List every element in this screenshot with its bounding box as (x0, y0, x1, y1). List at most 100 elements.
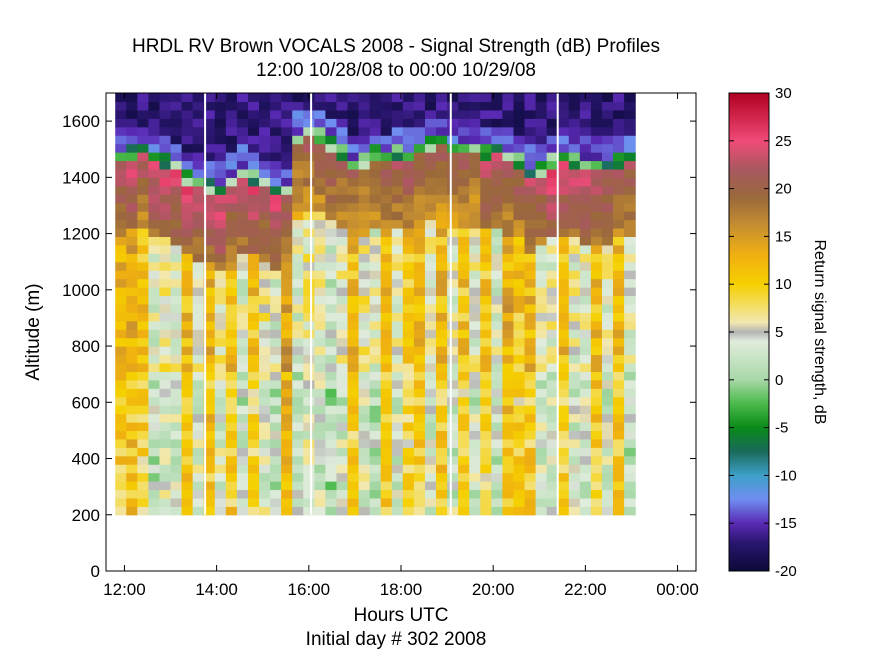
heatmap-cell (436, 118, 448, 128)
heatmap-cell (613, 143, 625, 153)
heatmap-cell (347, 379, 360, 389)
heatmap-cell (126, 303, 138, 313)
heatmap-cell (524, 270, 537, 280)
heatmap-cell (568, 244, 581, 254)
heatmap-cell (391, 101, 404, 111)
heatmap-cell (281, 177, 293, 187)
heatmap-cell (314, 346, 326, 356)
heatmap-cell (568, 118, 581, 128)
heatmap-cell (247, 337, 260, 347)
heatmap-cell (458, 303, 470, 313)
heatmap-cell (159, 185, 172, 195)
heatmap-cell (391, 354, 404, 364)
heatmap-cell (458, 421, 470, 432)
heatmap-cell (148, 295, 161, 305)
heatmap-cell (358, 371, 371, 381)
heatmap-cell (214, 109, 227, 119)
heatmap-cell (192, 278, 205, 288)
heatmap-cell (281, 472, 293, 482)
heatmap-cell (513, 464, 526, 474)
heatmap-cell (535, 295, 548, 305)
heatmap-cell (181, 354, 194, 364)
heatmap-cell (115, 312, 127, 322)
heatmap-cell (624, 101, 636, 111)
heatmap-cell (126, 506, 138, 516)
heatmap-cell (469, 312, 481, 322)
heatmap-cell (469, 109, 481, 119)
x-tick-label: 22:00 (564, 580, 607, 599)
heatmap-cell (214, 346, 227, 356)
heatmap-cell (535, 236, 548, 246)
heatmap-cell (502, 253, 515, 263)
heatmap-cell (270, 388, 282, 398)
heatmap-cell (447, 362, 459, 372)
heatmap-cell (347, 202, 360, 212)
heatmap-cell (270, 354, 282, 364)
heatmap-cell (413, 270, 426, 280)
heatmap-cell (247, 396, 260, 406)
heatmap-cell (590, 413, 603, 423)
heatmap-cell (325, 126, 338, 136)
heatmap-cell (115, 455, 127, 465)
heatmap-cell (469, 236, 481, 246)
heatmap-cell (447, 320, 459, 330)
heatmap-cell (270, 371, 282, 381)
heatmap-cell (613, 303, 625, 313)
heatmap-cell (590, 185, 603, 195)
heatmap-cell (546, 371, 559, 381)
heatmap-cell (613, 185, 625, 195)
heatmap-cell (402, 236, 415, 246)
heatmap-cell (480, 278, 492, 288)
heatmap-cell (413, 295, 426, 305)
heatmap-cell (579, 337, 592, 347)
heatmap-cell (292, 388, 304, 398)
heatmap-cell (225, 312, 238, 322)
heatmap-cell (159, 438, 172, 448)
heatmap-cell (358, 337, 371, 347)
heatmap-cell (624, 388, 636, 398)
heatmap-cell (458, 346, 470, 356)
heatmap-cell (358, 346, 371, 356)
heatmap-cell (469, 497, 481, 507)
heatmap-cell (469, 455, 481, 465)
heatmap-cell (115, 489, 127, 499)
heatmap-cell (303, 185, 315, 195)
heatmap-cell (613, 168, 625, 178)
heatmap-cell (137, 101, 149, 111)
heatmap-cell (380, 506, 393, 516)
heatmap-cell (336, 253, 349, 263)
heatmap-cell (115, 109, 127, 119)
heatmap-cell (568, 489, 581, 499)
heatmap-cell (148, 506, 161, 516)
heatmap-cell (369, 388, 382, 398)
heatmap-cell (336, 118, 349, 128)
heatmap-cell (259, 270, 271, 280)
heatmap-cell (170, 202, 183, 212)
heatmap-cell (159, 405, 172, 415)
heatmap-cell (325, 118, 338, 128)
heatmap-cell (170, 185, 183, 195)
heatmap-cell (568, 371, 581, 381)
heatmap-cell (391, 472, 404, 482)
heatmap-cell (402, 118, 415, 128)
heatmap-cell (336, 337, 349, 347)
heatmap-cell (624, 346, 636, 356)
heatmap-cell (601, 101, 614, 111)
heatmap-cell (436, 126, 448, 136)
heatmap-cell (402, 489, 415, 499)
heatmap-cell (568, 177, 581, 187)
heatmap-cell (170, 362, 183, 372)
heatmap-cell (424, 396, 437, 406)
heatmap-cell (126, 143, 138, 153)
heatmap-cell (590, 236, 603, 246)
heatmap-cell (391, 379, 404, 389)
heatmap-cell (579, 126, 592, 136)
heatmap-cell (579, 202, 592, 212)
heatmap-cell (170, 455, 183, 465)
heatmap-cell (325, 396, 338, 406)
heatmap-cell (259, 295, 271, 305)
heatmap-cell (236, 455, 249, 465)
heatmap-cell (491, 219, 503, 229)
heatmap-cell (181, 185, 194, 195)
